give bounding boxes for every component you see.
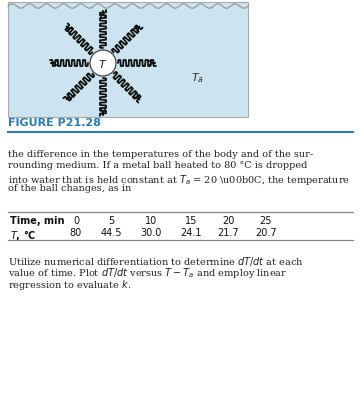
Text: rounding medium. If a metal ball heated to 80 °C is dropped: rounding medium. If a metal ball heated … (8, 161, 307, 170)
Text: regression to evaluate $k$.: regression to evaluate $k$. (8, 277, 131, 291)
Text: into water that is held constant at $T_a$ = 20 \u00b0C, the temperature: into water that is held constant at $T_a… (8, 172, 350, 186)
Text: 10: 10 (145, 215, 157, 225)
Text: $T$: $T$ (98, 58, 108, 70)
Text: 21.7: 21.7 (217, 227, 239, 237)
Circle shape (90, 51, 116, 77)
Text: 15: 15 (185, 215, 197, 225)
Text: 30.0: 30.0 (140, 227, 162, 237)
Text: 44.5: 44.5 (100, 227, 122, 237)
Text: 5: 5 (108, 215, 114, 225)
Text: value of time. Plot $dT/dt$ versus $T - T_a$ and employ linear: value of time. Plot $dT/dt$ versus $T - … (8, 266, 287, 280)
Text: $T$, °C: $T$, °C (10, 227, 36, 242)
Bar (8, 3, 248, 118)
Text: 0: 0 (73, 215, 79, 225)
Text: 80: 80 (70, 227, 82, 237)
Text: FIGURE P21.28: FIGURE P21.28 (8, 118, 101, 128)
Text: the difference in the temperatures of the body and of the sur-: the difference in the temperatures of th… (8, 150, 313, 159)
Text: 25: 25 (260, 215, 272, 225)
Text: 20.7: 20.7 (255, 227, 277, 237)
Text: $T_a$: $T_a$ (191, 71, 204, 85)
Text: Utilize numerical differentiation to determine $dT/dt$ at each: Utilize numerical differentiation to det… (8, 254, 304, 267)
Text: 24.1: 24.1 (180, 227, 202, 237)
Text: of the ball changes, as in: of the ball changes, as in (8, 184, 131, 193)
Text: Time, min: Time, min (10, 215, 65, 225)
Text: 20: 20 (222, 215, 234, 225)
